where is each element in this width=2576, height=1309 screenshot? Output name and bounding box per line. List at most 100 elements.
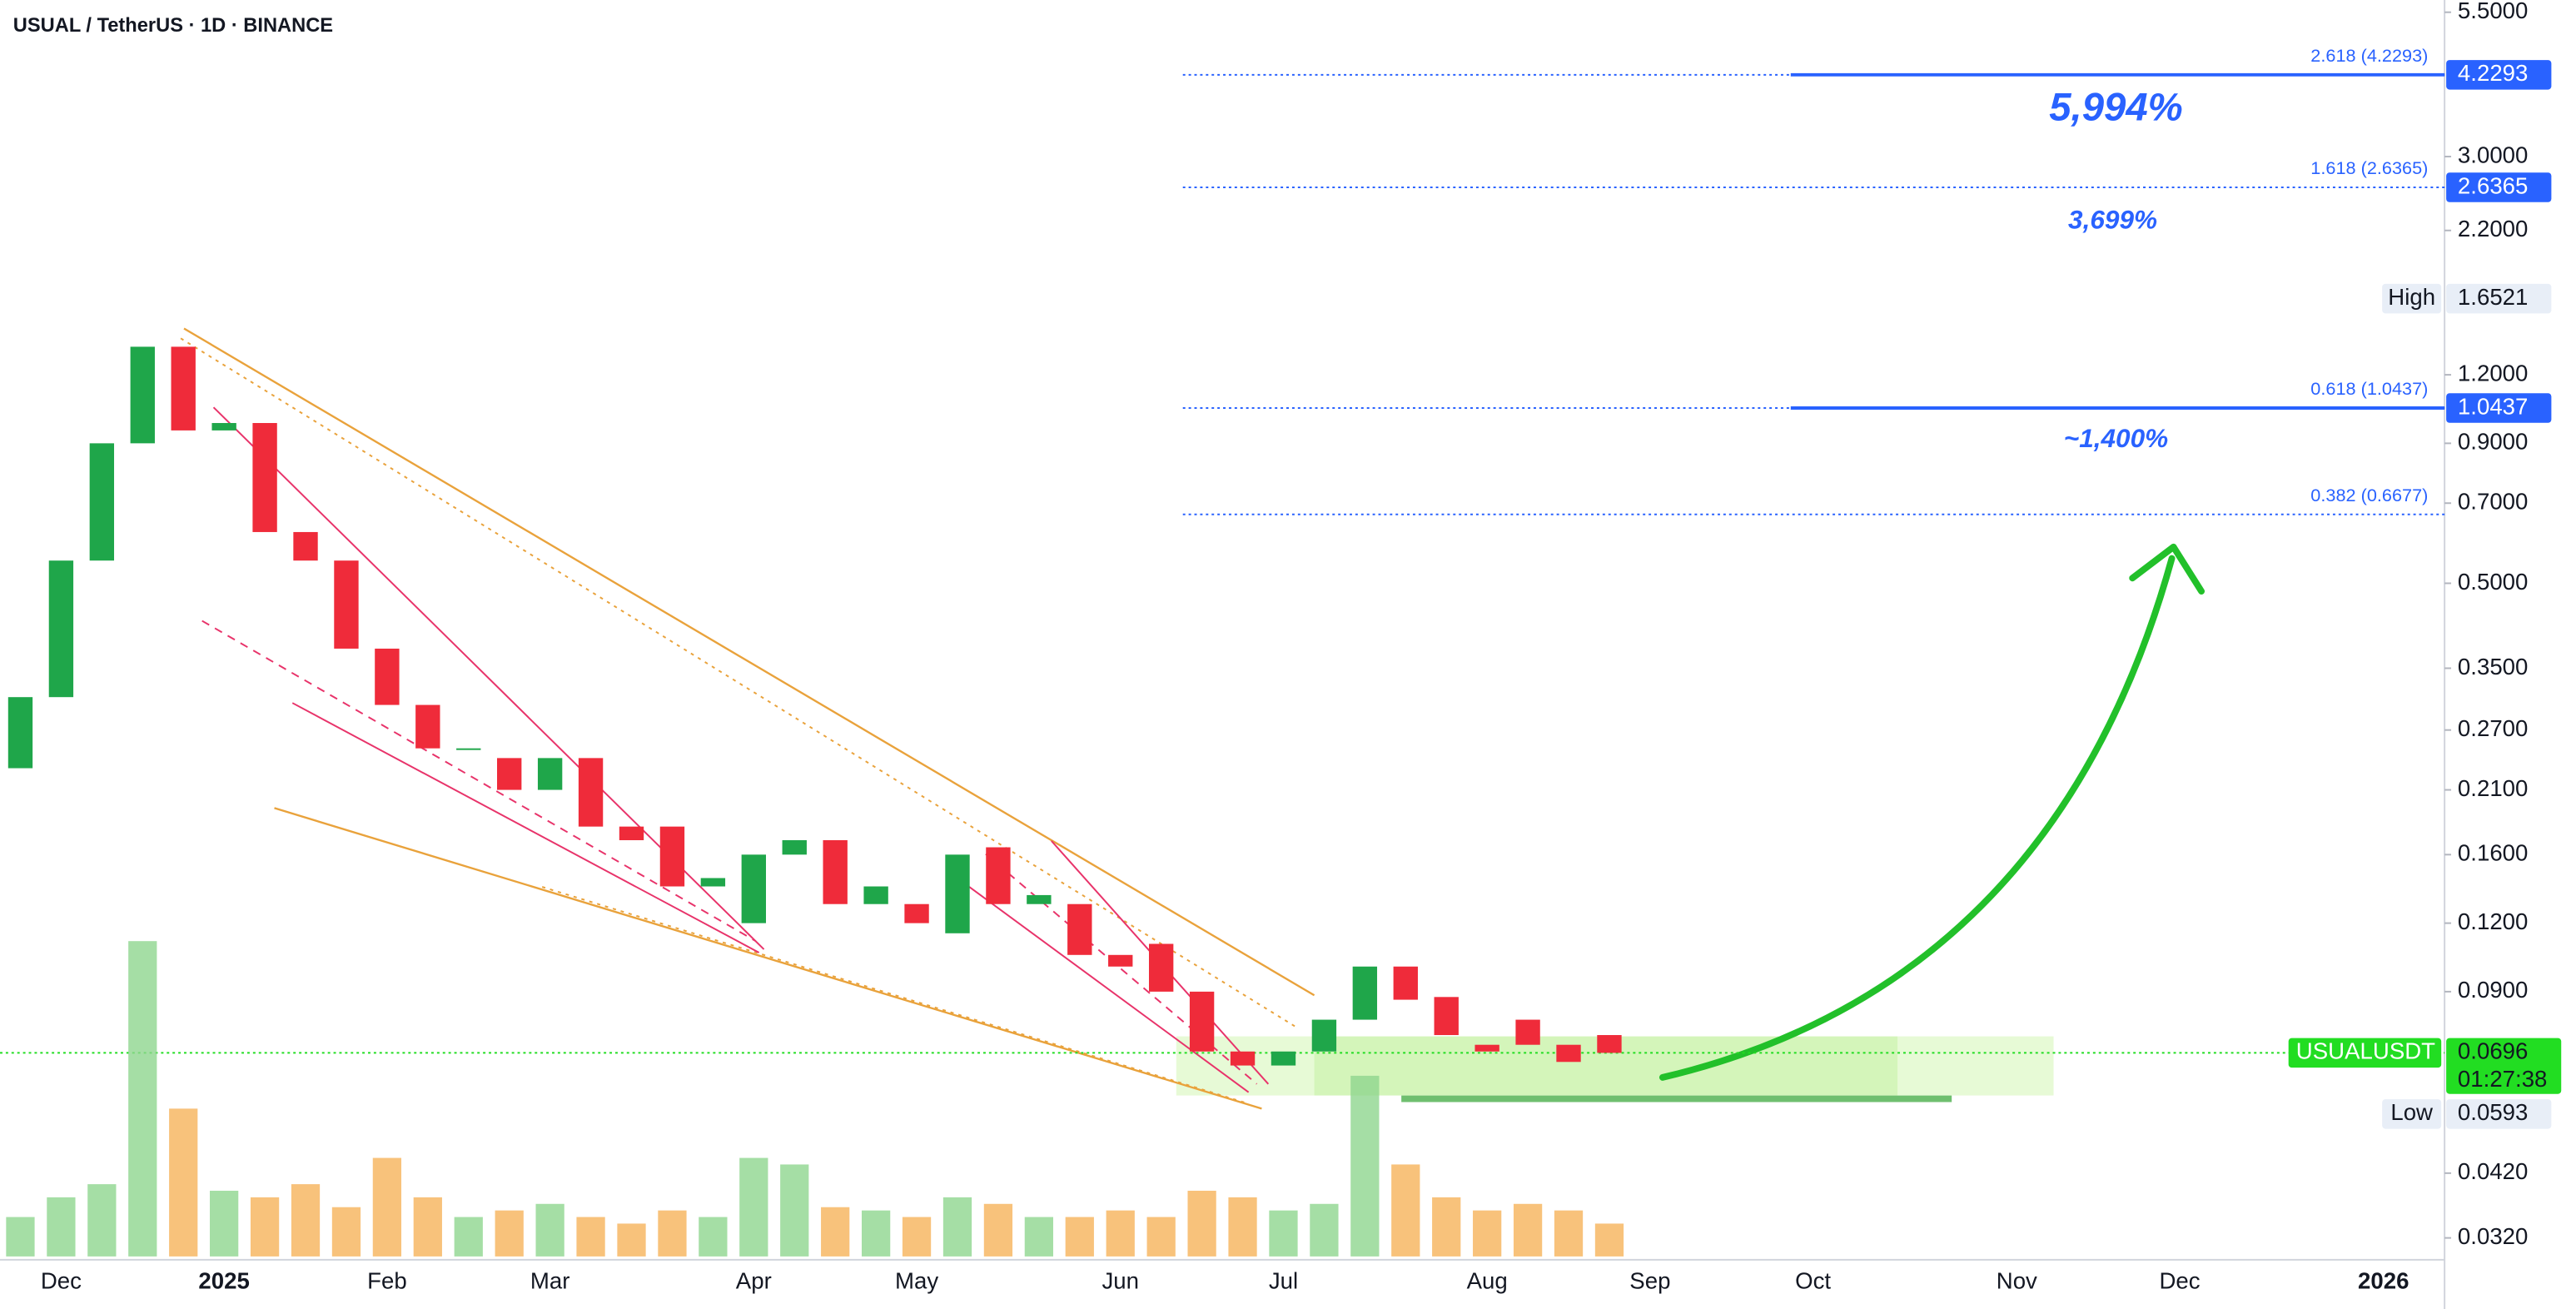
x-tick-label: Dec: [41, 1268, 82, 1294]
candle-body: [823, 839, 848, 904]
y-tick-label: 0.5000: [2458, 569, 2528, 595]
high-tag: [2382, 283, 2442, 314]
price-badge-label: 4.2293: [2458, 60, 2528, 86]
candle-body: [211, 423, 236, 431]
volume-bar: [1594, 1223, 1624, 1257]
volume-bar: [821, 1207, 850, 1257]
volume-bar: [1269, 1210, 1298, 1257]
candle-body: [130, 346, 155, 444]
candle-body: [863, 886, 888, 904]
x-tick-label: Jul: [1269, 1268, 1298, 1294]
x-tick-label: May: [895, 1268, 938, 1294]
y-tick-label: 1.2000: [2458, 360, 2528, 386]
x-tick-label: 2026: [2358, 1268, 2409, 1294]
trend-line: [274, 807, 1262, 1110]
volume-bar: [1065, 1217, 1094, 1257]
volume-bar: [1187, 1190, 1216, 1257]
x-tick-label: Nov: [1997, 1268, 2037, 1294]
candle-body: [1352, 966, 1378, 1020]
candle-body: [1189, 991, 1215, 1052]
volume-bar: [128, 941, 157, 1257]
volume-bar: [658, 1210, 687, 1257]
volume-bar: [1391, 1164, 1420, 1257]
volume-bar: [1024, 1217, 1053, 1257]
trend-lines: [180, 327, 1315, 1110]
volume-bar: [1432, 1197, 1461, 1257]
trend-line: [180, 337, 1299, 1029]
price-badge: [2446, 172, 2552, 202]
candle-body: [89, 443, 115, 561]
candle-body: [659, 826, 685, 887]
volume: [6, 941, 1624, 1257]
candle-body: [1393, 966, 1418, 1000]
candles: [7, 346, 1622, 1066]
candle-body: [1474, 1044, 1499, 1052]
volume-bar: [210, 1190, 239, 1257]
volume-bar: [291, 1184, 321, 1257]
y-tick-label: 0.0320: [2458, 1223, 2528, 1249]
volume-bar: [699, 1217, 728, 1257]
fib-label: 0.382 (0.6677): [2310, 485, 2428, 505]
price-badge-label: 0.0696: [2458, 1038, 2528, 1064]
low-badge-label: 0.0593: [2458, 1099, 2528, 1125]
fib-label: 2.618 (4.2293): [2310, 45, 2428, 66]
candle-body: [1597, 1035, 1622, 1053]
x-tick-label: Oct: [1795, 1268, 1831, 1294]
price-badge: [2446, 60, 2552, 90]
price-badge-label: 1.0437: [2458, 393, 2528, 419]
target-label: 3,699%: [2068, 205, 2157, 235]
y-tick-label: 0.2100: [2458, 775, 2528, 801]
y-tick-label: 0.0420: [2458, 1158, 2528, 1184]
y-tick-label: 0.7000: [2458, 489, 2528, 515]
candle-body: [619, 826, 644, 840]
candle-body: [945, 854, 970, 933]
volume-bar: [617, 1223, 646, 1257]
volume-bar: [1146, 1217, 1176, 1257]
chart-title: USUAL / TetherUS · 1D · BINANCE: [13, 15, 333, 37]
x-tick-label: Sep: [1629, 1268, 1670, 1294]
trend-line: [968, 886, 1250, 1093]
candle-body: [252, 423, 277, 532]
volume-bar: [535, 1203, 564, 1257]
volume-bar: [739, 1157, 768, 1257]
candle-body: [1311, 1019, 1337, 1052]
candle-body: [904, 903, 929, 923]
candle-body: [171, 346, 196, 431]
candle-body: [1108, 954, 1133, 967]
candle-body: [375, 648, 400, 705]
y-tick-label: 0.1200: [2458, 908, 2528, 934]
candle-body: [1148, 943, 1174, 992]
high-badge: [2446, 283, 2552, 314]
candle-body: [1271, 1051, 1296, 1066]
fib-label: 0.618 (1.0437): [2310, 378, 2428, 399]
high-tag-label: High: [2388, 284, 2435, 310]
countdown-label: 01:27:38: [2458, 1066, 2548, 1092]
volume-bar: [331, 1207, 361, 1257]
volume-bar: [6, 1217, 35, 1257]
candle-body: [334, 560, 359, 649]
candle-body: [293, 531, 318, 561]
volume-bar: [780, 1164, 809, 1257]
x-tick-label: Feb: [367, 1268, 407, 1294]
y-tick-label: 5.5000: [2458, 0, 2528, 23]
price-badge: [2446, 393, 2552, 423]
y-tick-label: 0.1600: [2458, 840, 2528, 866]
volume-bar: [1350, 1075, 1380, 1257]
volume-bar: [413, 1197, 442, 1257]
volume-bar: [576, 1217, 605, 1257]
candle-body: [700, 878, 726, 887]
x-tick-label: Dec: [2160, 1268, 2201, 1294]
price-badge-label: 2.6365: [2458, 172, 2528, 198]
candle-body: [1230, 1051, 1256, 1066]
x-tick-label: Jun: [1102, 1268, 1139, 1294]
candle-body: [456, 748, 481, 750]
candle-body: [48, 560, 74, 698]
projection-arrow: [1658, 555, 2176, 1081]
candle-body: [1027, 894, 1052, 904]
target-label: 5,994%: [2049, 86, 2183, 130]
low-badge: [2446, 1099, 2552, 1129]
y-tick-label: 3.0000: [2458, 142, 2528, 167]
